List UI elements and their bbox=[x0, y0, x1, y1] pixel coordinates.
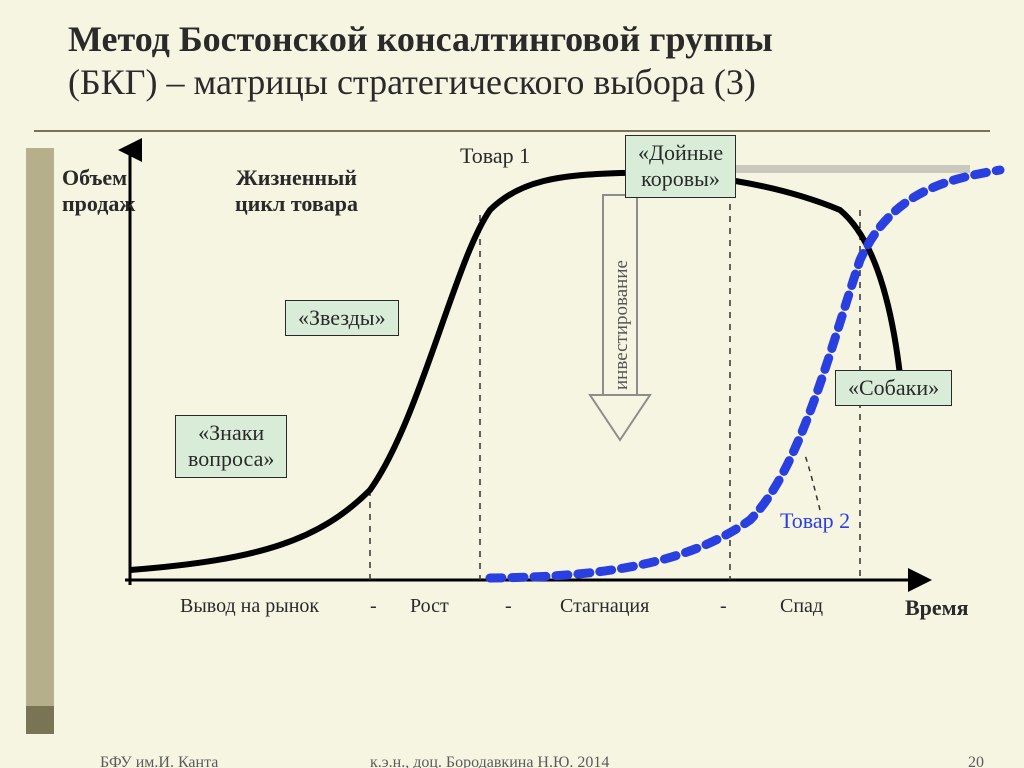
title-line-2: (БКГ) – матрицы стратегического выбора (… bbox=[68, 61, 988, 104]
x-axis-label: Время bbox=[905, 595, 969, 621]
footer-right: 20 bbox=[968, 754, 984, 768]
x-stage: Вывод на рынок bbox=[180, 595, 319, 618]
side-accent-bar bbox=[26, 148, 54, 720]
box-cash-cows: «Дойные коровы» bbox=[625, 135, 736, 198]
title-underline bbox=[34, 130, 990, 132]
box-stars: «Звезды» bbox=[285, 300, 399, 336]
side-accent-square bbox=[26, 706, 54, 734]
x-stage: Рост bbox=[410, 595, 449, 618]
box-dogs: «Собаки» bbox=[835, 370, 952, 406]
lifecycle-label: Жизненный цикл товара bbox=[235, 165, 358, 218]
chart-area: Объем продаж Жизненный цикл товара Товар… bbox=[60, 140, 1000, 660]
footer-center: к.э.н., доц. Бородавкина Н.Ю. 2014 bbox=[370, 754, 609, 768]
x-stage: Стагнация bbox=[560, 595, 649, 618]
x-stage: - bbox=[720, 595, 727, 618]
title-line-1: Метод Бостонской консалтинговой группы bbox=[68, 18, 988, 61]
x-stage: Спад bbox=[780, 595, 823, 618]
product2-label: Товар 2 bbox=[780, 508, 850, 534]
y-axis-label: Объем продаж bbox=[62, 165, 135, 218]
x-stage: - bbox=[370, 595, 377, 618]
product2-pointer bbox=[805, 455, 820, 510]
slide-title: Метод Бостонской консалтинговой группы (… bbox=[68, 18, 988, 104]
box-question-marks: «Знаки вопроса» bbox=[175, 415, 287, 478]
product1-label: Товар 1 bbox=[460, 143, 530, 169]
x-stage: - bbox=[505, 595, 512, 618]
investment-label: инвестирование bbox=[611, 260, 633, 390]
footer-left: БФУ им.И. Канта bbox=[100, 754, 218, 768]
